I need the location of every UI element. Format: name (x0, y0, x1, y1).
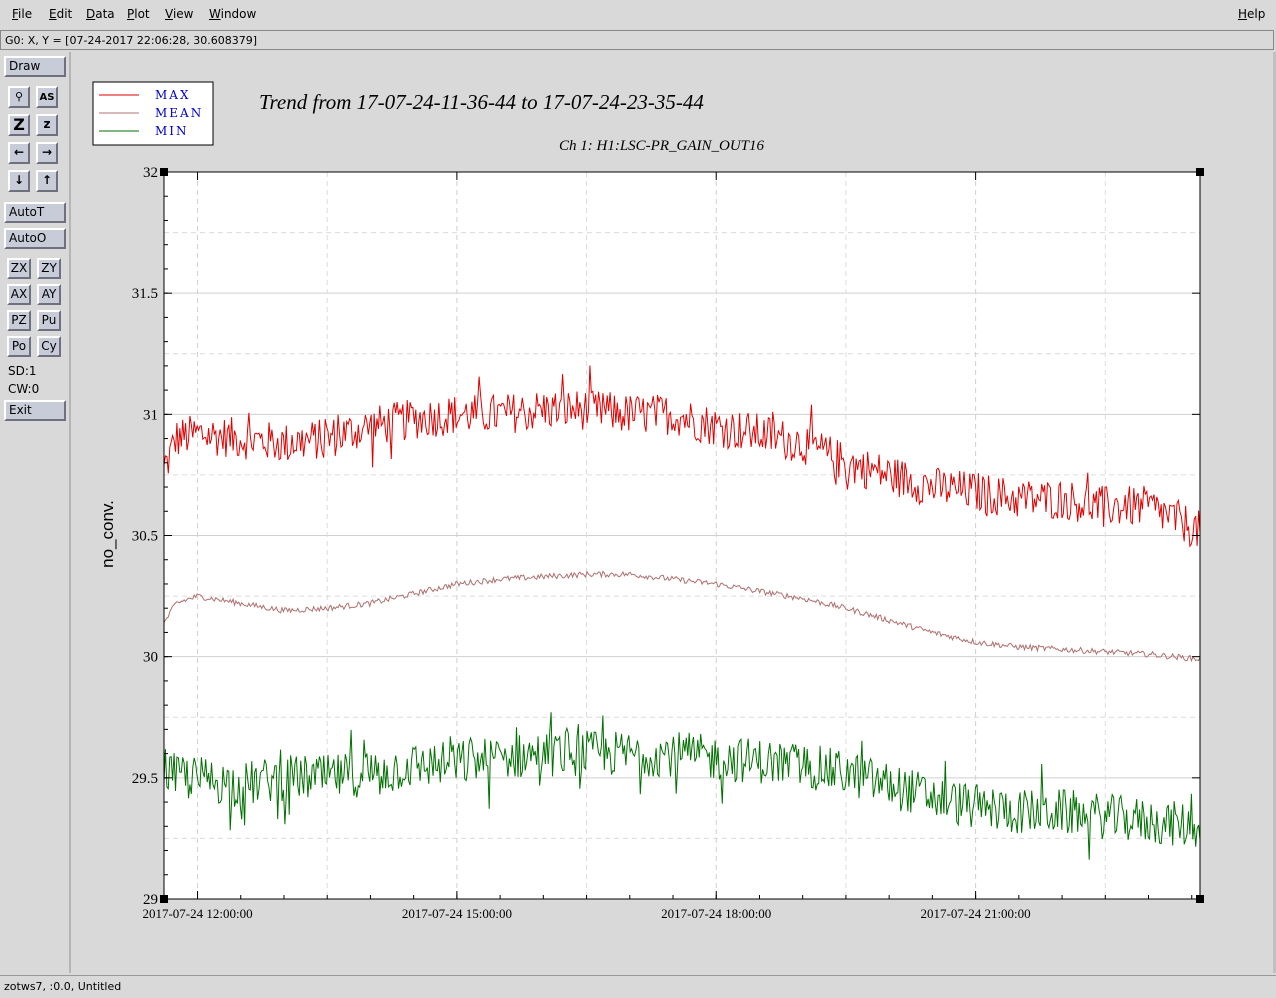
x-tick-label: 2017-07-24 12:00:00 (142, 906, 252, 921)
menu-help-mnemonic: H (1238, 7, 1248, 21)
menu-view-label: iew (172, 7, 194, 21)
menu-data-label: ata (95, 7, 115, 21)
menu-bar: File Edit Data Plot View Window Help (0, 0, 1276, 29)
y-tick-label: 30 (143, 650, 158, 666)
autoscale-icon: AS (39, 92, 55, 103)
series-line-max (163, 365, 1201, 548)
y-tick-label: 31.5 (132, 286, 158, 302)
legend-label-mean: MEAN (155, 106, 203, 120)
menu-window-mnemonic: W (209, 7, 221, 21)
zoom-magnifier-icon: ⚲ (14, 90, 24, 103)
zoom-in-icon: Z (13, 115, 25, 134)
pan-down-button[interactable]: ↓ (8, 170, 30, 192)
corner-handle[interactable] (160, 895, 168, 903)
zx-button[interactable]: ZX (7, 258, 31, 279)
cy-button[interactable]: Cy (37, 336, 61, 357)
corner-handle[interactable] (1196, 895, 1204, 903)
status-bar: zotws7, :0.0, Untitled (0, 975, 1276, 998)
right-edge (1273, 52, 1276, 973)
tool-panel: Draw ⚲ AS Z z ← → ↓ ↑ AutoT AutoO ZX ZY … (0, 52, 71, 973)
menu-file-label: ile (18, 7, 33, 21)
menu-file[interactable]: File (12, 7, 32, 21)
chart-subtitle: Ch 1: H1:LSC-PR_GAIN_OUT16 (559, 138, 764, 154)
y-tick-label: 29 (143, 892, 158, 908)
autoo-button[interactable]: AutoO (4, 228, 66, 249)
autoscale-button[interactable]: AS (36, 86, 58, 108)
y-tick-label: 30.5 (132, 529, 158, 545)
chart-title: Trend from 17-07-24-11-36-44 to 17-07-24… (259, 90, 704, 114)
grid (164, 172, 1200, 899)
menu-help[interactable]: Help (1238, 7, 1265, 21)
zoom-in-button[interactable]: Z (8, 114, 30, 136)
pan-up-button[interactable]: ↑ (36, 170, 58, 192)
selection-handles[interactable] (160, 168, 1204, 903)
coordinate-readout: G0: X, Y = [07-24-2017 22:06:28, 30.6083… (5, 34, 258, 47)
legend-label-max: MAX (155, 88, 191, 102)
menu-data-mnemonic: D (86, 7, 96, 21)
pan-up-icon: ↑ (41, 173, 53, 187)
autot-button[interactable]: AutoT (4, 202, 66, 223)
menu-help-label: elp (1247, 7, 1266, 21)
plot-canvas[interactable]: MAX MEAN MIN Trend from 17-07-24-11-36-4… (73, 54, 1249, 963)
exit-button[interactable]: Exit (4, 400, 66, 421)
ax-button[interactable]: AX (7, 284, 31, 305)
legend: MAX MEAN MIN (92, 81, 214, 146)
x-tick-label: 2017-07-24 15:00:00 (402, 906, 512, 921)
y-tick-label: 29.5 (132, 771, 158, 787)
cw-label: CW:0 (8, 382, 40, 396)
menu-view[interactable]: View (165, 7, 193, 21)
menu-data[interactable]: Data (86, 7, 115, 21)
y-tick-label: 32 (143, 165, 158, 181)
pan-left-button[interactable]: ← (8, 142, 30, 164)
y-ticks: 29 29.5 30 30.5 31 31.5 32 (132, 165, 1200, 908)
menu-file-mnemonic: F (12, 7, 19, 21)
corner-handle[interactable] (160, 168, 168, 176)
trend-chart[interactable]: MAX MEAN MIN Trend from 17-07-24-11-36-4… (73, 54, 1249, 963)
zoom-out-icon: z (43, 117, 51, 131)
pu-button[interactable]: Pu (37, 310, 61, 331)
pz-button[interactable]: PZ (7, 310, 31, 331)
draw-button[interactable]: Draw (4, 56, 66, 77)
y-tick-label: 31 (143, 407, 158, 423)
pan-right-icon: → (41, 145, 53, 159)
po-button[interactable]: Po (7, 336, 31, 357)
series-line-mean (163, 570, 1201, 663)
x-tick-label: 2017-07-24 18:00:00 (661, 906, 771, 921)
y-axis-label: no_conv. (98, 500, 117, 568)
sd-label: SD:1 (8, 364, 37, 378)
ay-button[interactable]: AY (37, 284, 61, 305)
x-ticks: 2017-07-24 12:00:00 2017-07-24 15:00:00 20… (142, 172, 1193, 921)
pan-down-icon: ↓ (13, 173, 25, 187)
menu-edit-mnemonic: E (49, 7, 57, 21)
zy-button[interactable]: ZY (37, 258, 61, 279)
legend-label-min: MIN (155, 124, 189, 138)
menu-plot[interactable]: Plot (127, 7, 150, 21)
menu-plot-mnemonic: P (127, 7, 135, 21)
coordinate-readout-bar: G0: X, Y = [07-24-2017 22:06:28, 30.6083… (0, 30, 1274, 50)
pan-right-button[interactable]: → (36, 142, 58, 164)
zoom-magnifier-button[interactable]: ⚲ (8, 86, 30, 108)
status-text: zotws7, :0.0, Untitled (4, 980, 122, 993)
corner-handle[interactable] (1196, 168, 1204, 176)
pan-left-icon: ← (13, 145, 25, 159)
zoom-out-button[interactable]: z (36, 114, 58, 136)
menu-plot-label: lot (134, 7, 150, 21)
menu-edit[interactable]: Edit (49, 7, 72, 21)
series-line-min (163, 712, 1201, 860)
menu-edit-label: dit (56, 7, 73, 21)
menu-window-label: indow (220, 7, 257, 21)
menu-view-mnemonic: V (165, 7, 173, 21)
x-tick-label: 2017-07-24 21:00:00 (921, 906, 1031, 921)
series-layer (163, 365, 1201, 860)
menu-window[interactable]: Window (209, 7, 256, 21)
